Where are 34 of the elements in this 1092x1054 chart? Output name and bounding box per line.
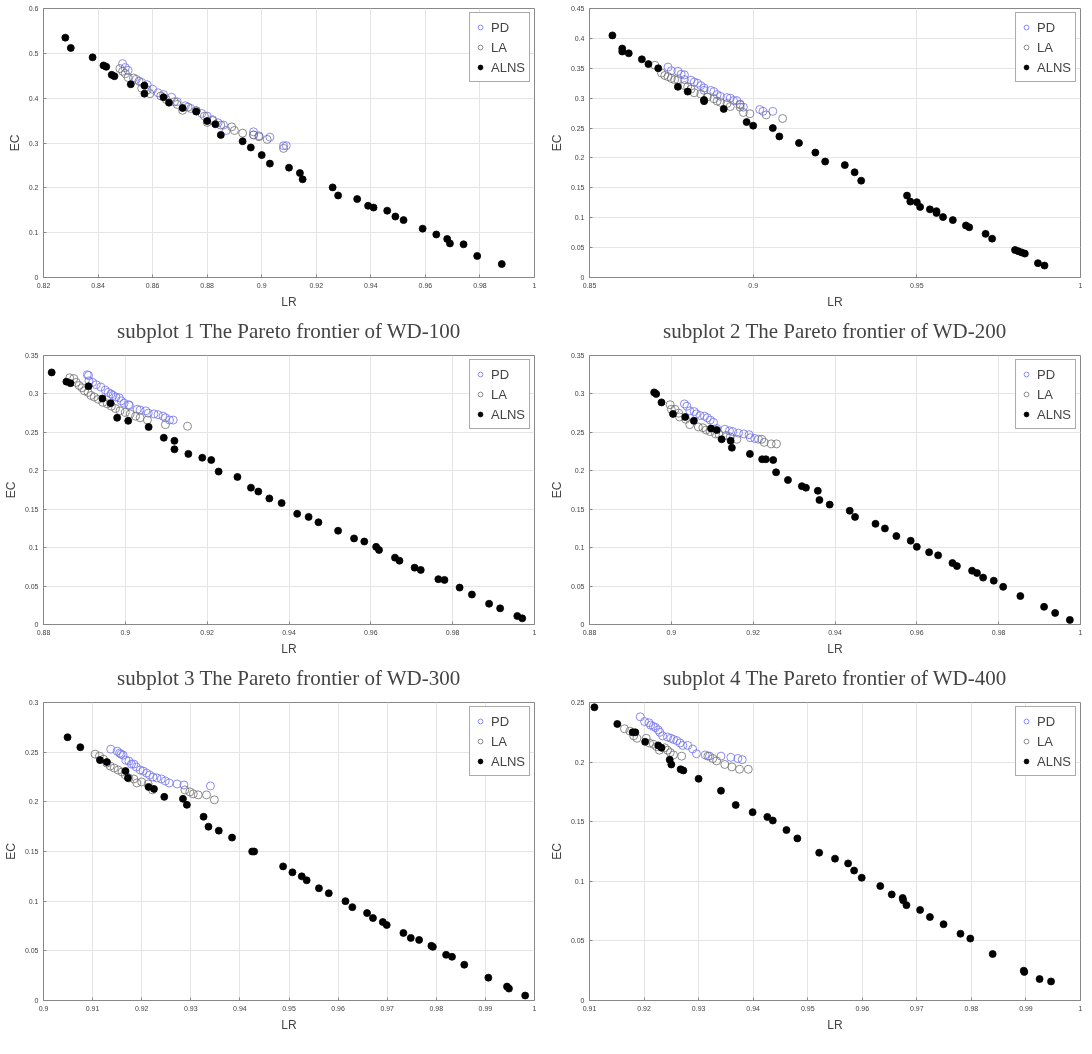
y-axis-title: EC — [7, 134, 22, 152]
legend-label: PD — [491, 366, 511, 382]
x-axis-title: LR — [281, 1017, 297, 1032]
legend-label: LA — [1037, 39, 1054, 55]
x-axis-title: LR — [281, 294, 297, 309]
text: subplot 1 The Pareto frontier of WD-100 — [116, 318, 461, 343]
legend-label: PD — [491, 19, 511, 35]
legend-label: ALNS — [491, 59, 525, 75]
y-axis-title: EC — [549, 134, 564, 152]
text: subplot 3 The Pareto frontier of WD-300 — [116, 665, 461, 690]
y-axis-title: EC — [3, 481, 18, 499]
x-axis-title: LR — [827, 294, 843, 309]
legend-label: LA — [491, 39, 508, 55]
legend-label: ALNS — [1037, 59, 1071, 75]
y-axis-title: EC — [549, 481, 564, 499]
x-axis-title: LR — [827, 641, 843, 656]
legend-label: PD — [1037, 366, 1057, 382]
text: subplot 4 The Pareto frontier of WD-400 — [662, 665, 1007, 690]
legend-label: LA — [1037, 386, 1054, 402]
x-axis-title: LR — [827, 1017, 843, 1032]
legend-label: LA — [1037, 733, 1054, 749]
legend-label: PD — [1037, 19, 1057, 35]
y-axis-title: EC — [3, 842, 18, 860]
legend-label: ALNS — [1037, 406, 1071, 422]
legend-label: PD — [491, 713, 511, 729]
legend-label: ALNS — [491, 753, 525, 769]
text: subplot 2 The Pareto frontier of WD-200 — [662, 318, 1007, 343]
y-axis-title: EC — [549, 842, 564, 860]
x-axis-title: LR — [281, 641, 297, 656]
legend-label: ALNS — [491, 406, 525, 422]
legend-label: LA — [491, 386, 508, 402]
legend-label: LA — [491, 733, 508, 749]
legend-label: PD — [1037, 713, 1057, 729]
legend-label: ALNS — [1037, 753, 1071, 769]
